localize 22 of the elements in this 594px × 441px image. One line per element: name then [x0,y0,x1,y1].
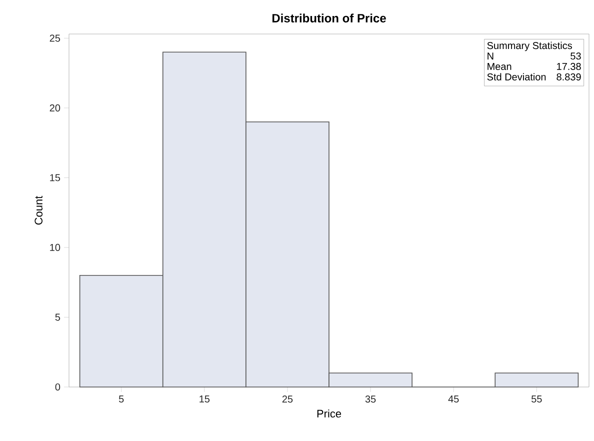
x-tick-label: 45 [448,396,459,402]
y-tick-label: 15 [50,174,60,182]
chart-title: Distribution of Price [272,14,386,22]
x-tick-label: 55 [532,396,542,402]
x-tick-label: 25 [282,396,293,403]
x-tick-label: 35 [365,396,376,403]
annotation: Mean [488,63,512,70]
y-tick-label: 25 [50,34,60,42]
annotation: Std Deviation [487,73,546,80]
annotation: 53 [570,52,581,60]
y-tick-label: 10 [50,244,60,251]
x-tick-label: 15 [200,396,210,402]
annotation: 8.839 [556,73,581,80]
x-tick-label: 5 [118,396,124,402]
annotation: Summary Statistics [487,42,572,52]
y-tick-label: 20 [50,104,60,112]
y-tick-label: 0 [55,383,60,391]
y-axis-title: Count [34,196,42,225]
x-axis-title: Price [317,409,342,418]
y-tick-label: 5 [55,314,60,321]
annotation: N [488,52,494,60]
annotation: 17.38 [557,62,581,70]
